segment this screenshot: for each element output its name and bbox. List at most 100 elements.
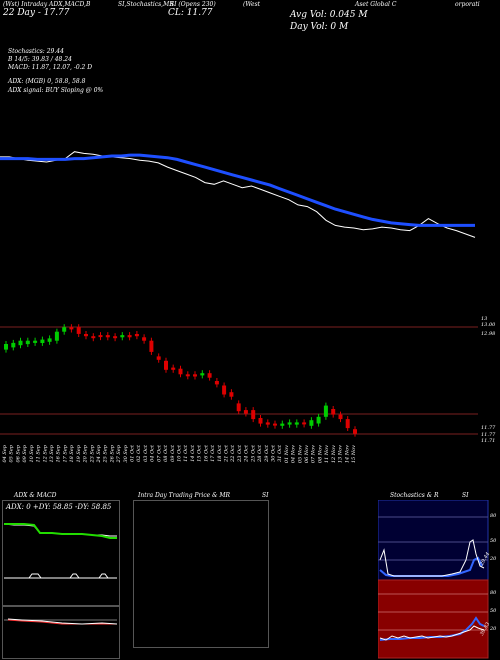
stoch-tick-20: 20 bbox=[490, 556, 497, 562]
candle-body bbox=[229, 392, 234, 397]
x-axis-label: 16 Sep bbox=[56, 444, 62, 462]
x-axis-label: 06 Sep bbox=[15, 444, 21, 462]
x-axis-label: 01 Oct bbox=[130, 444, 136, 462]
x-axis-label: 26 Sep bbox=[109, 444, 115, 463]
adx-signal-readout: ADX signal: BUY Sloping @ 0% bbox=[8, 87, 104, 94]
x-axis-label: 16 Oct bbox=[203, 444, 209, 462]
candle-body bbox=[18, 340, 23, 346]
day-vol: Day Vol: 0 M bbox=[290, 22, 349, 32]
macd-signal-line bbox=[7, 619, 117, 625]
header-title-1: (Wst) Intraday ADX,MACD,B bbox=[3, 1, 91, 8]
x-axis-label: 11 Nov bbox=[324, 445, 330, 463]
candle-body bbox=[62, 327, 67, 332]
candle-body bbox=[243, 410, 248, 414]
rsi-panel-bg bbox=[378, 579, 489, 659]
x-axis-label: 19 Sep bbox=[76, 444, 82, 462]
candle-body bbox=[127, 335, 132, 338]
rsi-tick-50: 50 bbox=[490, 608, 497, 614]
x-axis-label: 13 Nov bbox=[338, 445, 344, 463]
candle-body bbox=[353, 429, 357, 434]
x-axis-label: 14 Oct bbox=[190, 444, 196, 462]
intraday-panel bbox=[133, 500, 269, 648]
candle-body bbox=[316, 416, 321, 424]
stoch-si: SI bbox=[462, 492, 469, 499]
candle-body bbox=[309, 420, 314, 426]
candle-body bbox=[214, 381, 219, 385]
x-axis-label: 17 Sep bbox=[62, 444, 68, 462]
x-axis-label: 10 Sep bbox=[29, 444, 35, 462]
close-line: CL: 11.77 bbox=[168, 8, 213, 18]
x-axis-label: 17 Oct bbox=[210, 444, 216, 462]
candle-body bbox=[185, 374, 190, 377]
candle-body bbox=[323, 405, 328, 417]
x-axis-label: 11 Sep bbox=[36, 444, 42, 462]
candle-body bbox=[178, 368, 183, 375]
candle-body bbox=[171, 367, 176, 370]
candle-body bbox=[200, 373, 205, 376]
x-axis-label: 05 Nov bbox=[297, 445, 303, 463]
header-title-4: (West bbox=[243, 1, 261, 8]
x-axis-label: 04 Nov bbox=[291, 445, 297, 463]
x-axis-label: 30 Oct bbox=[271, 444, 277, 462]
x-axis-label: 11 Oct bbox=[183, 444, 189, 462]
x-axis-label: 09 Oct bbox=[170, 444, 176, 462]
stoch-rsi-panel bbox=[378, 500, 489, 659]
x-axis-label: 24 Sep bbox=[96, 444, 102, 463]
x-axis-label: 30 Sep bbox=[123, 444, 129, 462]
candle-body bbox=[207, 373, 212, 378]
x-axis-label: 07 Nov bbox=[311, 445, 317, 463]
candle-body bbox=[98, 335, 103, 338]
candle-body bbox=[258, 418, 263, 424]
x-axis-label: 15 Nov bbox=[351, 445, 357, 463]
candle-body bbox=[331, 409, 336, 415]
candle-body bbox=[76, 327, 81, 334]
candle-body bbox=[33, 340, 38, 343]
candle-body bbox=[84, 334, 88, 337]
main-price-chart: 04 Sep 05 Sep 06 Sep 09 Sep 10 Sep 11 Sep 12 S… bbox=[0, 151, 478, 464]
x-axis-label: 12 Sep bbox=[42, 444, 48, 462]
x-axis-label: 18 Oct bbox=[217, 444, 223, 462]
x-axis-label: 20 Sep bbox=[83, 444, 89, 463]
intraday-title: Intra Day Trading Price & MR bbox=[138, 492, 231, 499]
price-line bbox=[0, 151, 476, 238]
candle-body bbox=[11, 342, 16, 348]
candle-body bbox=[280, 423, 285, 426]
candle-body bbox=[222, 385, 227, 395]
macd-line bbox=[7, 618, 118, 625]
rsi-tick-20: 20 bbox=[490, 626, 497, 632]
candle-body bbox=[105, 335, 110, 338]
candle-body bbox=[302, 422, 307, 425]
x-axis-label: 01 Nov bbox=[284, 445, 290, 463]
price-label-13-00: 13.00 bbox=[481, 322, 496, 328]
x-axis-label: 29 Oct bbox=[264, 444, 270, 463]
stoch-tick-80: 80 bbox=[490, 513, 497, 519]
header-title-5: Aset Global C bbox=[355, 1, 397, 8]
x-axis-label: 25 Sep bbox=[103, 444, 109, 463]
x-axis-label: 08 Oct bbox=[163, 444, 169, 462]
x-axis-label: 23 Oct bbox=[237, 444, 243, 463]
stoch-tick-50: 50 bbox=[490, 538, 497, 544]
x-axis-label: 04 Sep bbox=[2, 444, 8, 462]
x-axis-label: 28 Oct bbox=[257, 444, 263, 463]
rsi-tick-80: 80 bbox=[490, 590, 497, 596]
x-axis-label: 14 Nov bbox=[344, 445, 350, 463]
candle-body bbox=[156, 356, 161, 360]
adx-panel-frame bbox=[2, 500, 120, 606]
candle-body bbox=[4, 344, 8, 350]
stochastics-readout: Stochastics: 29.44 bbox=[8, 48, 64, 55]
candle-body bbox=[142, 337, 147, 341]
x-axis-label: 27 Sep bbox=[116, 444, 122, 463]
candle-body bbox=[193, 374, 197, 377]
adx-green-line bbox=[4, 523, 117, 539]
header-title-6: orporati bbox=[455, 1, 480, 8]
intraday-si: SI bbox=[262, 492, 269, 499]
candle-body bbox=[47, 338, 52, 342]
candle-body bbox=[149, 340, 154, 352]
x-axis-label: 15 Oct bbox=[197, 444, 203, 462]
adx-panel bbox=[2, 500, 120, 659]
candle-body bbox=[294, 422, 299, 425]
candle-body bbox=[134, 334, 139, 337]
macd-readout: MACD: 11.87, 12.07, -0.2 D bbox=[8, 64, 93, 71]
x-axis-label: 24 Oct bbox=[244, 444, 250, 463]
x-axis-label: 06 Nov bbox=[304, 445, 310, 463]
